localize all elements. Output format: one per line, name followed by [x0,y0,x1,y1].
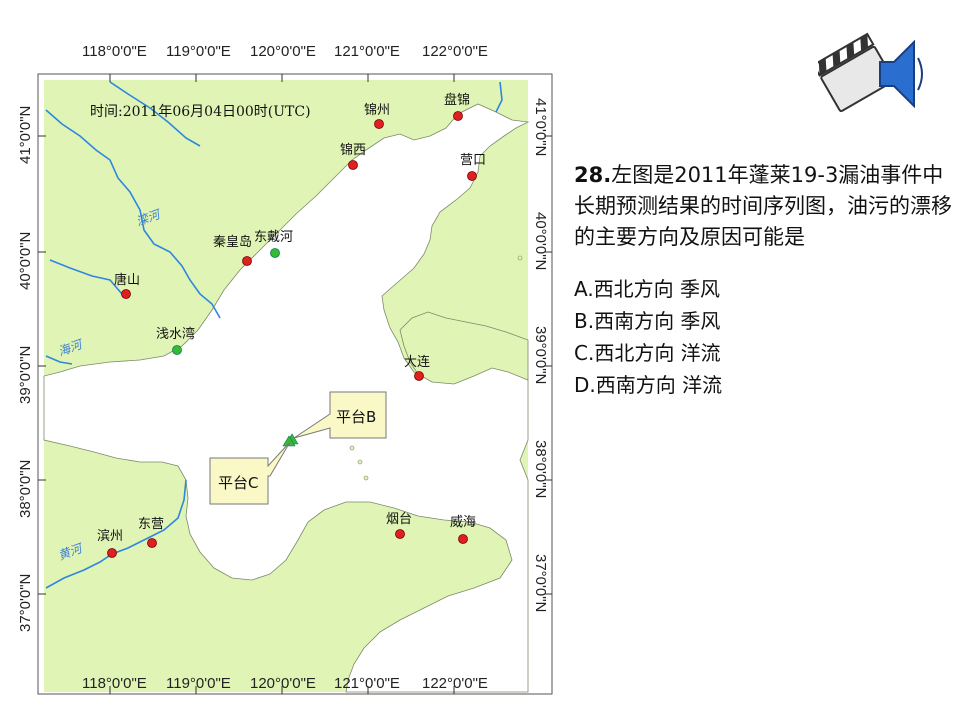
city-label-dongying: 东营 [138,517,164,532]
sea-area [43,103,530,693]
lat-tick-left: 40°0'0"N [17,232,34,290]
huanghe-river [45,479,187,589]
option-d[interactable]: D.西南方向 洋流 [574,373,723,397]
lat-tick-left: 41°0'0"N [17,106,34,164]
island [363,475,369,481]
city-label-dongdaihe: 东戴河 [254,230,293,245]
luanhe-tributary [49,259,123,295]
luanhe-river [45,109,221,319]
haihe-river [45,355,73,365]
lat-tick-right: 39°0'0"N [532,326,549,384]
time-label: 时间:2011年06月04日00时(UTC) [90,104,311,120]
lon-tick-top: 119°0'0"E [166,43,231,60]
city-marker-qinhuangdao [242,256,252,266]
city-marker-dalian [414,371,424,381]
lat-tick-right: 37°0'0"N [532,554,549,612]
lon-tick-bottom: 118°0'0"E [82,675,147,692]
city-label-yantai: 烟台 [386,512,412,527]
map-figure: 118°0'0"E 119°0'0"E 120°0'0"E 121°0'0"E … [17,43,553,695]
question-body: 左图是2011年蓬莱19-3漏油事件中长期预测结果的时间序列图，油污的漂移的主要… [574,163,952,249]
lat-tick-right: 40°0'0"N [532,212,549,270]
speaker-clapperboard-icon[interactable] [818,14,930,120]
city-label-dalian: 大连 [404,354,430,370]
upper-river [109,81,201,147]
city-marker-dongdaihe [270,248,280,258]
callout-platform-b: 平台B [293,391,387,439]
lon-tick-bottom: 121°0'0"E [334,675,400,692]
lon-tick-top: 121°0'0"E [334,43,400,60]
city-marker-weihai [458,534,468,544]
platform-c-marker [282,435,296,447]
city-label-panjin: 盘锦 [444,92,470,108]
island [349,445,355,451]
lon-tick-bottom: 122°0'0"E [422,675,488,692]
city-label-qinhuangdao: 秦皇岛 [213,234,252,250]
lat-tick-left: 37°0'0"N [17,574,34,632]
question-number: 28. [574,163,612,187]
lon-tick-bottom: 119°0'0"E [166,675,231,692]
city-marker-tangshan [121,289,131,299]
city-label-weihai: 威海 [450,515,476,530]
question-panel: 28.左图是2011年蓬莱19-3漏油事件中长期预测结果的时间序列图，油污的漂移… [574,160,954,401]
tick-marks [38,74,552,694]
lon-tick-top: 122°0'0"E [422,43,488,60]
city-marker-dongying [147,538,157,548]
lat-tick-right: 38°0'0"N [532,440,549,498]
city-marker-binzhou [107,548,117,558]
city-marker-yantai [395,529,405,539]
island [517,255,523,261]
callout-label-platform-c: 平台C [218,474,258,492]
city-marker-panjin [453,111,463,121]
option-c[interactable]: C.西北方向 洋流 [574,341,721,365]
lon-tick-top: 120°0'0"E [250,43,316,60]
city-markers [107,111,477,558]
liao-river [495,81,503,113]
city-label-binzhou: 滨州 [97,528,123,544]
city-marker-jinxi [348,160,358,170]
option-b[interactable]: B.西南方向 季风 [574,309,721,333]
city-marker-qianshuiwan [172,345,182,355]
island [357,459,363,465]
city-label-qianshuiwan: 浅水湾 [156,326,195,342]
lon-tick-bottom: 120°0'0"E [250,675,316,692]
liaodong-peninsula-coast [399,311,529,385]
city-marker-jinzhou [374,119,384,129]
city-marker-yingkou [467,171,477,181]
callout-platform-c: 平台C [209,441,291,505]
city-label-jinzhou: 锦州 [364,103,390,118]
city-label-tangshan: 唐山 [114,272,140,288]
bohai-sea-map: 118°0'0"E 119°0'0"E 120°0'0"E 121°0'0"E … [17,43,553,695]
option-a[interactable]: A.西北方向 季风 [574,277,721,301]
lat-tick-right: 41°0'0"N [532,98,549,156]
lat-tick-left: 38°0'0"N [17,460,34,518]
city-label-yingkou: 营口 [460,153,486,168]
callout-label-platform-b: 平台B [336,408,376,426]
river-lines [45,81,503,589]
lon-tick-top: 118°0'0"E [82,43,147,60]
city-label-jinxi: 锦西 [340,143,366,158]
lat-tick-left: 39°0'0"N [17,346,34,404]
question-text: 28.左图是2011年蓬莱19-3漏油事件中长期预测结果的时间序列图，油污的漂移… [574,160,954,253]
